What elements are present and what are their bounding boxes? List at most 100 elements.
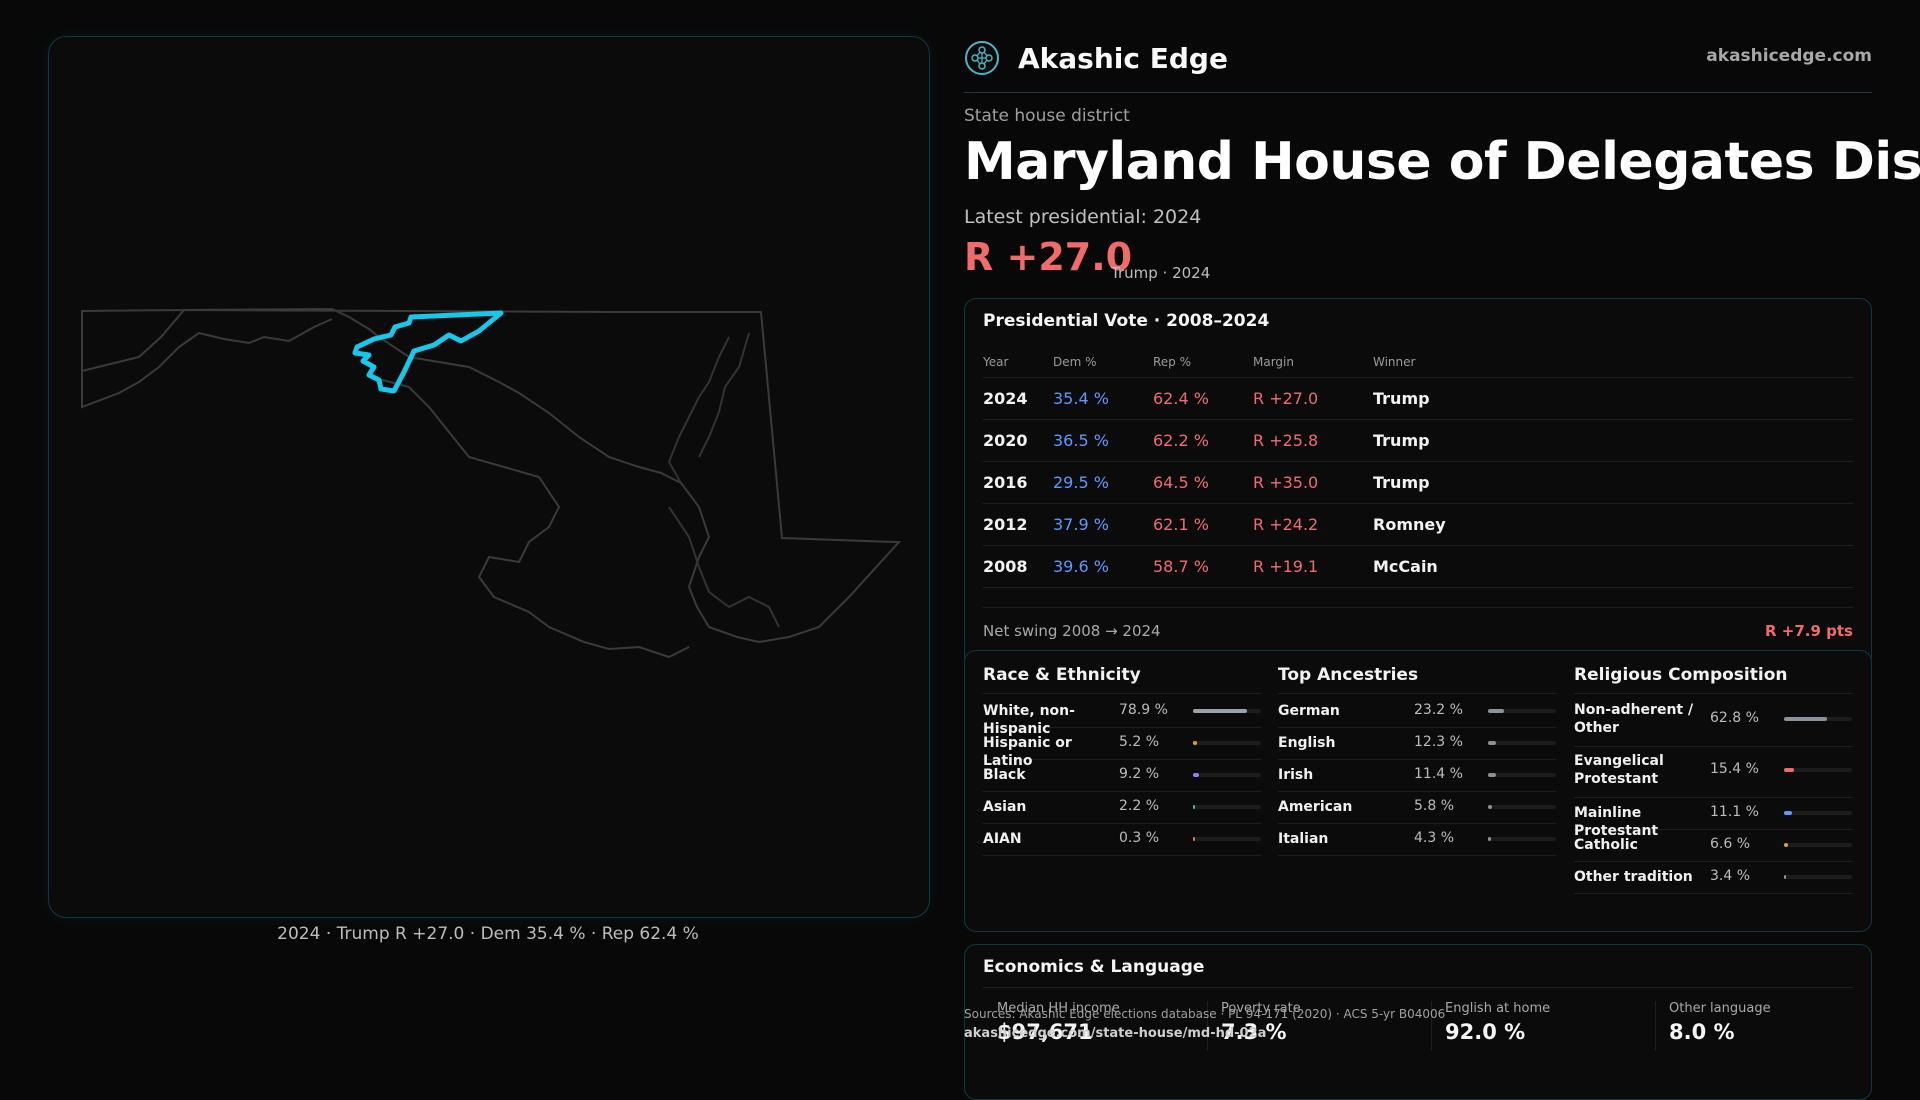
stat-value: 8.0 % <box>1669 1020 1735 1044</box>
source-text: Sources: Akashic Edge elections database… <box>964 1007 1446 1021</box>
item-label: AIAN <box>983 831 1022 847</box>
maryland-map[interactable] <box>49 37 929 917</box>
item-bar-track <box>1784 811 1852 815</box>
list-item: German 23.2 % <box>1278 695 1556 728</box>
list-item: Black 9.2 % <box>983 759 1261 792</box>
headline-margin-sub: Trump · 2024 <box>1111 264 1211 282</box>
list-item: Hispanic or Latino 5.2 % <box>983 727 1261 769</box>
row-dem: 35.4 % <box>1053 377 1153 420</box>
stat-label: Other language <box>1669 1001 1771 1016</box>
item-percent: 4.3 % <box>1414 830 1455 846</box>
headline-margin: R +27.0 <box>964 235 1133 279</box>
item-label: English <box>1278 735 1336 751</box>
economics-title: Economics & Language <box>983 957 1205 977</box>
row-rep: 62.4 % <box>1153 377 1253 420</box>
poverty-rate-stat: Poverty rate 7.3 % <box>1221 1001 1431 1044</box>
row-winner: Romney <box>1373 503 1853 546</box>
item-label: White, non-Hispanic <box>983 703 1075 737</box>
list-item: AIAN 0.3 % <box>983 823 1261 856</box>
row-margin: R +19.1 <box>1253 545 1373 588</box>
item-percent: 15.4 % <box>1710 761 1759 777</box>
title-wrap: Maryland House of Delegates District 2 <box>964 132 1920 192</box>
brand[interactable]: Akashic Edge <box>964 36 1228 80</box>
item-percent: 0.3 % <box>1119 830 1160 846</box>
item-label: Hispanic or Latino <box>983 735 1072 769</box>
row-dem: 39.6 % <box>1053 545 1153 588</box>
brand-url-link[interactable]: akashicedge.com <box>1706 46 1872 66</box>
list-item: Irish 11.4 % <box>1278 759 1556 792</box>
list-item: English 12.3 % <box>1278 727 1556 760</box>
stat-divider <box>1207 1001 1208 1051</box>
item-bar-fill <box>1193 741 1197 745</box>
row-rep: 62.1 % <box>1153 503 1253 546</box>
item-label: Non-adherent / Other <box>1574 702 1694 736</box>
item-bar-track <box>1193 741 1261 745</box>
item-bar-track <box>1784 843 1852 847</box>
item-bar-track <box>1193 837 1261 841</box>
net-swing-value: R +7.9 pts <box>1765 622 1853 640</box>
item-bar-track <box>1784 768 1852 772</box>
table-row: 2012 37.9 % 62.1 % R +24.2 Romney <box>983 503 1853 546</box>
item-label: Italian <box>1278 831 1329 847</box>
item-bar-fill <box>1784 875 1786 879</box>
item-bar-fill <box>1193 709 1247 713</box>
item-percent: 5.8 % <box>1414 798 1455 814</box>
district-map-panel[interactable] <box>48 36 930 918</box>
item-bar-track <box>1784 717 1852 721</box>
row-dem: 37.9 % <box>1053 503 1153 546</box>
row-year: 2008 <box>983 545 1053 588</box>
item-bar-fill <box>1488 709 1504 713</box>
stat-label: Poverty rate <box>1221 1001 1301 1016</box>
header-divider <box>964 92 1872 93</box>
item-bar-fill <box>1488 741 1496 745</box>
item-bar-fill <box>1784 843 1788 847</box>
table-header-row: Year Dem % Rep % Margin Winner <box>983 347 1853 378</box>
row-year: 2012 <box>983 503 1053 546</box>
economics-divider <box>983 987 1853 988</box>
table-row: 2008 39.6 % 58.7 % R +19.1 McCain <box>983 545 1853 588</box>
stat-value: $97,671 <box>997 1020 1093 1044</box>
col-winner: Winner <box>1373 347 1853 378</box>
stat-label: Median HH income <box>997 1001 1120 1016</box>
item-bar-track <box>1488 773 1556 777</box>
row-dem: 29.5 % <box>1053 461 1153 504</box>
source-url-link[interactable]: akashicedge.com/state-house/md-hd-02a <box>964 1026 1267 1041</box>
demographics-card: Race & Ethnicity White, non-Hispanic 78.9… <box>964 650 1872 932</box>
row-winner: Trump <box>1373 377 1853 420</box>
item-percent: 23.2 % <box>1414 702 1463 718</box>
ancestry-title: Top Ancestries <box>1278 665 1419 685</box>
item-percent: 3.4 % <box>1710 868 1751 884</box>
item-percent: 12.3 % <box>1414 734 1463 750</box>
item-label: German <box>1278 703 1340 719</box>
item-percent: 5.2 % <box>1119 734 1160 750</box>
row-rep: 64.5 % <box>1153 461 1253 504</box>
row-year: 2024 <box>983 377 1053 420</box>
page-title: Maryland House of Delegates District 2 <box>964 132 1920 192</box>
col-dem: Dem % <box>1053 347 1153 378</box>
item-bar-fill <box>1193 773 1199 777</box>
item-bar-track <box>1193 805 1261 809</box>
row-rep: 58.7 % <box>1153 545 1253 588</box>
column-divider <box>983 693 1261 694</box>
row-winner: McCain <box>1373 545 1853 588</box>
row-dem: 36.5 % <box>1053 419 1153 462</box>
row-rep: 62.2 % <box>1153 419 1253 462</box>
item-bar-track <box>1488 805 1556 809</box>
item-bar-fill <box>1488 773 1496 777</box>
item-percent: 62.8 % <box>1710 710 1759 726</box>
stat-divider <box>1655 1001 1656 1051</box>
row-year: 2020 <box>983 419 1053 462</box>
item-label: Evangelical Protestant <box>1574 753 1664 787</box>
list-item: American 5.8 % <box>1278 791 1556 824</box>
district-highlight[interactable] <box>352 310 504 394</box>
item-label: American <box>1278 799 1353 815</box>
row-margin: R +25.8 <box>1253 419 1373 462</box>
net-swing-label: Net swing 2008 → 2024 <box>983 622 1161 640</box>
item-bar-fill <box>1193 837 1195 841</box>
source-footer: Sources: Akashic Edge elections database… <box>964 1004 1445 1044</box>
row-winner: Trump <box>1373 461 1853 504</box>
list-item: Evangelical Protestant 15.4 % <box>1574 746 1852 798</box>
race-title: Race & Ethnicity <box>983 665 1141 685</box>
row-winner: Trump <box>1373 419 1853 462</box>
item-bar-track <box>1488 837 1556 841</box>
